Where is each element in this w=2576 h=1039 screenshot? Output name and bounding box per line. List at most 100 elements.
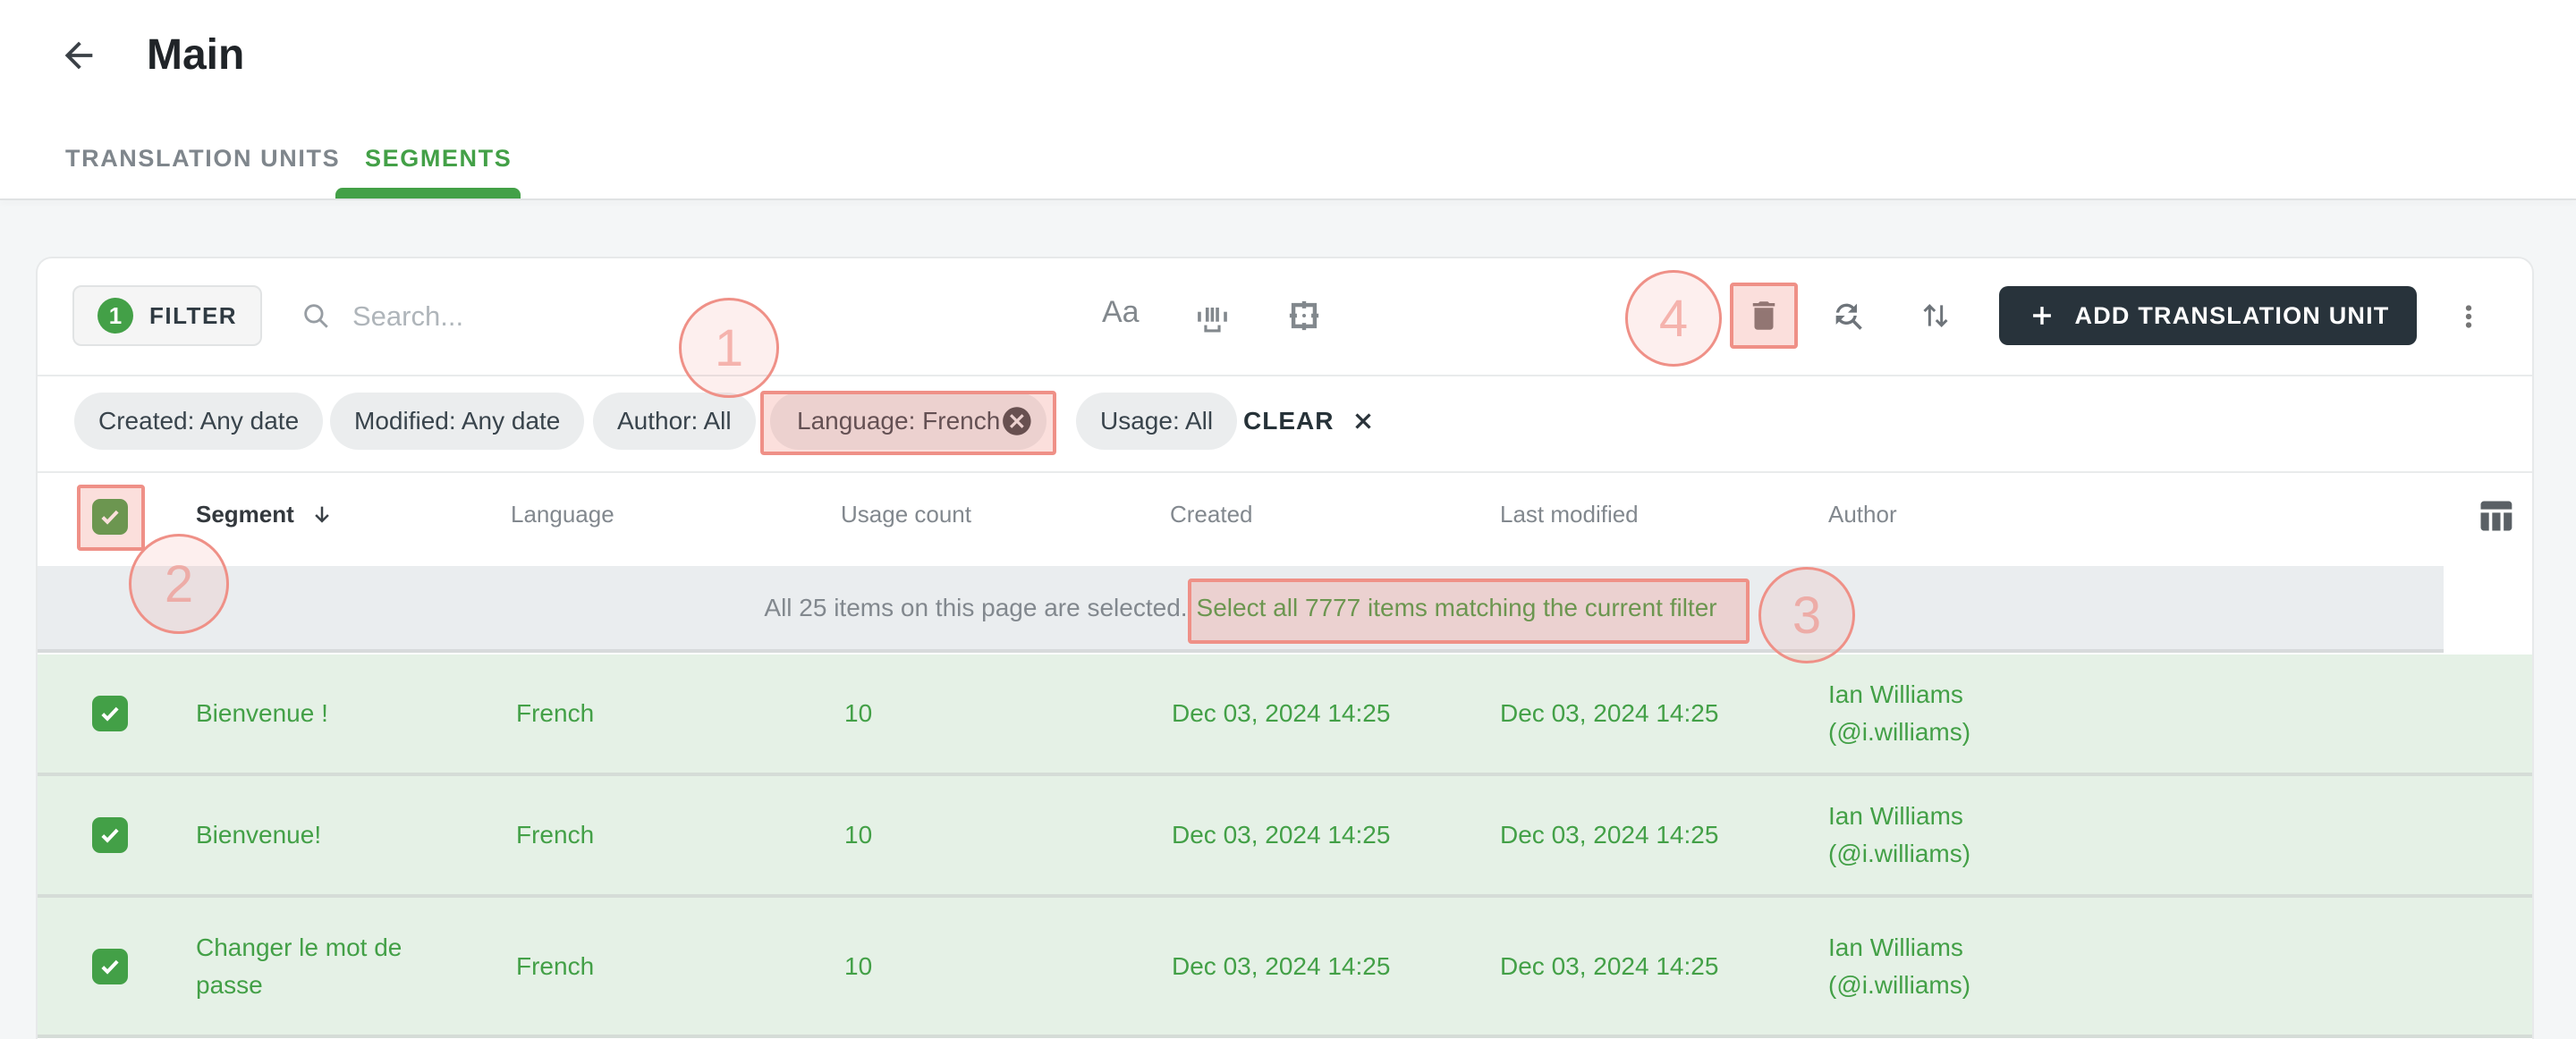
selection-frame-button[interactable] [1284, 296, 1324, 340]
column-header-author[interactable]: Author [1828, 501, 1897, 528]
author-name: Ian Williams [1828, 802, 1963, 830]
column-header-label: Usage count [841, 501, 971, 528]
cell-usage-count: 10 [844, 951, 873, 980]
filter-button-label: FILTER [149, 301, 238, 329]
filter-chip-5[interactable]: Usage: All [1076, 393, 1238, 450]
find-replace-icon [1835, 303, 1862, 330]
row-checkbox[interactable] [92, 817, 128, 853]
row-divider [38, 773, 2532, 776]
cell-segment: Bienvenue! [196, 821, 322, 849]
remove-filter-icon[interactable] [1000, 403, 1034, 439]
match-case-button[interactable]: Aa [1102, 295, 1140, 329]
filter-count-badge: 1 [97, 298, 133, 334]
selection-frame-icon [1289, 300, 1319, 331]
check-icon [101, 828, 119, 843]
author-name: Ian Williams [1828, 680, 1963, 708]
toolbar-divider [38, 375, 2532, 376]
column-header-usage-count[interactable]: Usage count [841, 501, 971, 528]
filter-chip-label: Language: French [797, 407, 1001, 435]
whole-word-button[interactable] [1195, 300, 1234, 339]
filter-chip-1[interactable]: Created: Any date [74, 393, 324, 450]
find-replace-button[interactable] [1830, 298, 1866, 338]
clear-filters-button[interactable]: CLEAR [1243, 393, 1377, 450]
column-header-label: Language [511, 501, 614, 528]
trash-icon [1752, 301, 1775, 330]
search-icon [301, 300, 331, 335]
add-translation-unit-button[interactable]: ADD TRANSLATION UNIT [1999, 286, 2417, 345]
column-header-segment[interactable]: Segment [196, 501, 335, 528]
column-header-label: Author [1828, 501, 1897, 528]
close-icon [1355, 413, 1372, 429]
column-header-last-modified[interactable]: Last modified [1500, 501, 1639, 528]
cell-created: Dec 03, 2024 14:25 [1172, 699, 1391, 727]
cell-author: Ian Williams (@i.williams) [1828, 655, 2034, 773]
cell-usage-count: 10 [844, 821, 873, 849]
sort-order-button[interactable] [1918, 298, 1953, 338]
sort-desc-arrow-icon [315, 506, 329, 523]
cell-created: Dec 03, 2024 14:25 [1172, 821, 1391, 849]
header-divider [0, 199, 2576, 200]
cell-author: Ian Williams (@i.williams) [1828, 898, 2034, 1035]
plus-icon [2032, 307, 2051, 325]
cell-last-modified: Dec 03, 2024 14:25 [1500, 951, 1719, 980]
cell-usage-count: 10 [844, 699, 873, 727]
author-handle: (@i.williams) [1828, 970, 1971, 999]
active-tab-indicator [335, 188, 521, 199]
cell-language: French [516, 951, 595, 980]
selection-banner-text: All 25 items on this page are selected. [764, 593, 1188, 621]
filter-chip-label: Usage: All [1100, 407, 1214, 435]
filter-chip-label: Modified: Any date [354, 407, 561, 435]
cell-language: French [516, 699, 595, 727]
column-header-language[interactable]: Language [511, 501, 614, 528]
filter-chip-label: Created: Any date [98, 407, 300, 435]
selection-banner: All 25 items on this page are selected. … [38, 566, 2444, 653]
kebab-icon [2465, 305, 2472, 328]
filter-chip-2[interactable]: Modified: Any date [330, 393, 585, 450]
table-row[interactable]: Bienvenue ! French 10 Dec 03, 2024 14:25 Dec… [38, 655, 2532, 773]
author-handle: (@i.williams) [1828, 840, 1971, 867]
filter-button[interactable]: 1 FILTER [72, 285, 263, 346]
cell-language: French [516, 821, 595, 849]
whole-word-icon [1198, 308, 1227, 333]
row-checkbox[interactable] [92, 696, 128, 731]
row-checkbox[interactable] [92, 948, 128, 984]
table-row[interactable]: Bienvenue! French 10 Dec 03, 2024 14:25 Dec … [38, 776, 2532, 894]
row-divider [38, 894, 2532, 898]
arrow-back-icon [64, 41, 93, 70]
cell-last-modified: Dec 03, 2024 14:25 [1500, 821, 1719, 849]
author-name: Ian Williams [1828, 933, 1963, 961]
add-translation-unit-label: ADD TRANSLATION UNIT [2074, 301, 2390, 329]
cell-created: Dec 03, 2024 14:25 [1172, 951, 1391, 980]
check-icon [101, 706, 119, 722]
tab-translation-units[interactable]: TRANSLATION UNITS [65, 145, 341, 172]
author-handle: (@i.williams) [1828, 718, 1971, 746]
column-config-button[interactable] [2476, 496, 2515, 540]
table-columns-icon [2480, 501, 2512, 531]
column-header-created[interactable]: Created [1170, 501, 1253, 528]
more-options-button[interactable] [2452, 300, 2486, 338]
filter-chip-3[interactable]: Author: All [593, 393, 756, 450]
back-button[interactable] [57, 34, 100, 77]
column-header-label: Segment [196, 501, 294, 528]
table-row[interactable]: Changer le mot de passe French 10 Dec 03, 2… [38, 898, 2532, 1035]
check-icon [101, 510, 119, 525]
filter-chip-4[interactable]: Language: French [770, 393, 1046, 450]
check-icon [101, 959, 119, 975]
clear-filters-label: CLEAR [1243, 407, 1335, 435]
select-all-checkbox[interactable] [92, 499, 128, 535]
filter-chip-label: Author: All [617, 407, 732, 435]
page-title: Main [147, 31, 245, 79]
column-header-label: Last modified [1500, 501, 1639, 528]
row-divider [38, 1035, 2532, 1038]
tab-segments[interactable]: SEGMENTS [365, 145, 513, 172]
cell-segment: Changer le mot de passe [196, 933, 402, 999]
cell-author: Ian Williams (@i.williams) [1828, 776, 2034, 894]
delete-selected-button[interactable] [1745, 297, 1783, 339]
column-header-label: Created [1170, 501, 1253, 528]
cell-last-modified: Dec 03, 2024 14:25 [1500, 699, 1719, 727]
select-all-matching-link[interactable]: Select all 7777 items matching the curre… [1196, 593, 1717, 621]
sort-arrows-icon [1923, 304, 1948, 327]
search-input[interactable] [351, 295, 855, 338]
cell-segment: Bienvenue ! [196, 699, 328, 727]
